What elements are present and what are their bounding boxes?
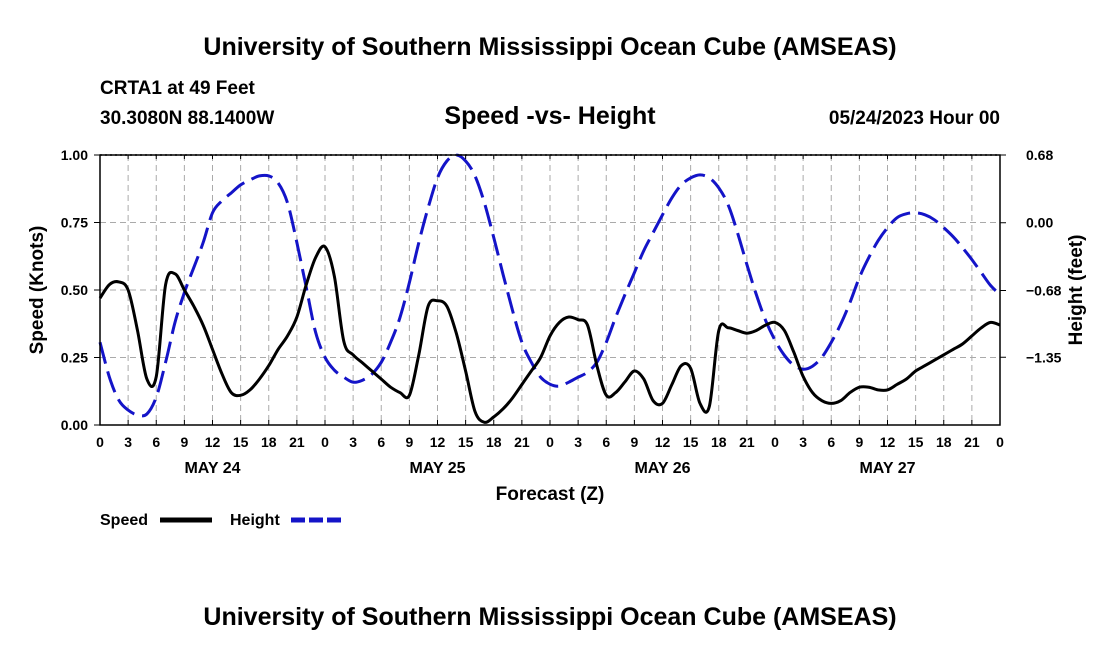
day-label: MAY 27 — [859, 460, 915, 477]
series-lines — [98, 153, 1002, 424]
y-tick-label: 0.75 — [61, 215, 88, 231]
day-label: MAY 24 — [184, 460, 240, 477]
axis-ticks — [94, 154, 1006, 426]
x-tick-label: 15 — [233, 434, 249, 450]
x-tick-label: 12 — [880, 434, 896, 450]
x-tick-label: 9 — [630, 434, 638, 450]
x-tick-label: 21 — [289, 434, 305, 450]
y2-axis-label: Height (feet) — [1066, 235, 1087, 346]
x-tick-label: 21 — [739, 434, 755, 450]
x-tick-label: 6 — [602, 434, 610, 450]
x-tick-label: 12 — [655, 434, 671, 450]
y-tick-label: 1.00 — [61, 147, 88, 163]
x-tick-label: 6 — [827, 434, 835, 450]
y-tick-label: 0.50 — [61, 282, 88, 298]
x-tick-label: 18 — [486, 434, 502, 450]
grid — [100, 154, 1000, 425]
y2-tick-label: −0.68 — [1026, 282, 1062, 298]
x-tick-label: 12 — [430, 434, 446, 450]
x-tick-label: 0 — [321, 434, 329, 450]
x-tick-label: 0 — [996, 434, 1004, 450]
x-tick-label: 12 — [205, 434, 221, 450]
page-title: University of Southern Mississippi Ocean… — [203, 33, 896, 61]
x-tick-label: 0 — [96, 434, 104, 450]
y-tick-label: 0.25 — [61, 350, 88, 366]
x-tick-label: 9 — [855, 434, 863, 450]
y-tick-label: 0.00 — [61, 417, 88, 433]
legend: Speed Height — [100, 512, 343, 529]
x-tick-label: 21 — [964, 434, 980, 450]
y2-tick-label: 0.00 — [1026, 215, 1053, 231]
legend-speed-label: Speed — [100, 512, 148, 529]
x-tick-label: 9 — [180, 434, 188, 450]
y2-tick-label: −1.35 — [1026, 349, 1062, 365]
chart-title: Speed -vs- Height — [444, 102, 656, 130]
x-tick-label: 6 — [377, 434, 385, 450]
x-tick-label: 3 — [574, 434, 582, 450]
x-tick-label: 9 — [405, 434, 413, 450]
day-label: MAY 26 — [634, 460, 690, 477]
y-axis-label: Speed (Knots) — [27, 226, 48, 355]
x-tick-label: 3 — [349, 434, 357, 450]
station-label: CRTA1 at 49 Feet — [100, 78, 256, 99]
x-tick-label: 15 — [458, 434, 474, 450]
forecast-date: 05/24/2023 Hour 00 — [829, 108, 1000, 129]
x-tick-label: 0 — [546, 434, 554, 450]
day-label: MAY 25 — [409, 460, 465, 477]
x-tick-label: 3 — [799, 434, 807, 450]
x-tick-label: 3 — [124, 434, 132, 450]
footer-title: University of Southern Mississippi Ocean… — [203, 603, 896, 631]
speed-series-line — [98, 244, 1001, 424]
tick-labels: 0 3 6 9 12 15 18 21 0 3 6 9 12 15 18 21 0 3 6 9 12 15 18 21 0 3 6 9… — [61, 147, 1062, 477]
x-tick-label: 18 — [936, 434, 952, 450]
x-tick-label: 6 — [152, 434, 160, 450]
x-tick-label: 0 — [771, 434, 779, 450]
coordinates-label: 30.3080N 88.1400W — [100, 108, 274, 129]
legend-height-label: Height — [230, 512, 280, 529]
height-series-line — [98, 153, 1002, 418]
x-tick-label: 18 — [261, 434, 277, 450]
x-tick-label: 15 — [908, 434, 924, 450]
x-tick-label: 18 — [711, 434, 727, 450]
x-axis-label: Forecast (Z) — [496, 484, 605, 505]
x-tick-label: 15 — [683, 434, 699, 450]
x-tick-label: 21 — [514, 434, 530, 450]
y2-tick-label: 0.68 — [1026, 147, 1053, 163]
